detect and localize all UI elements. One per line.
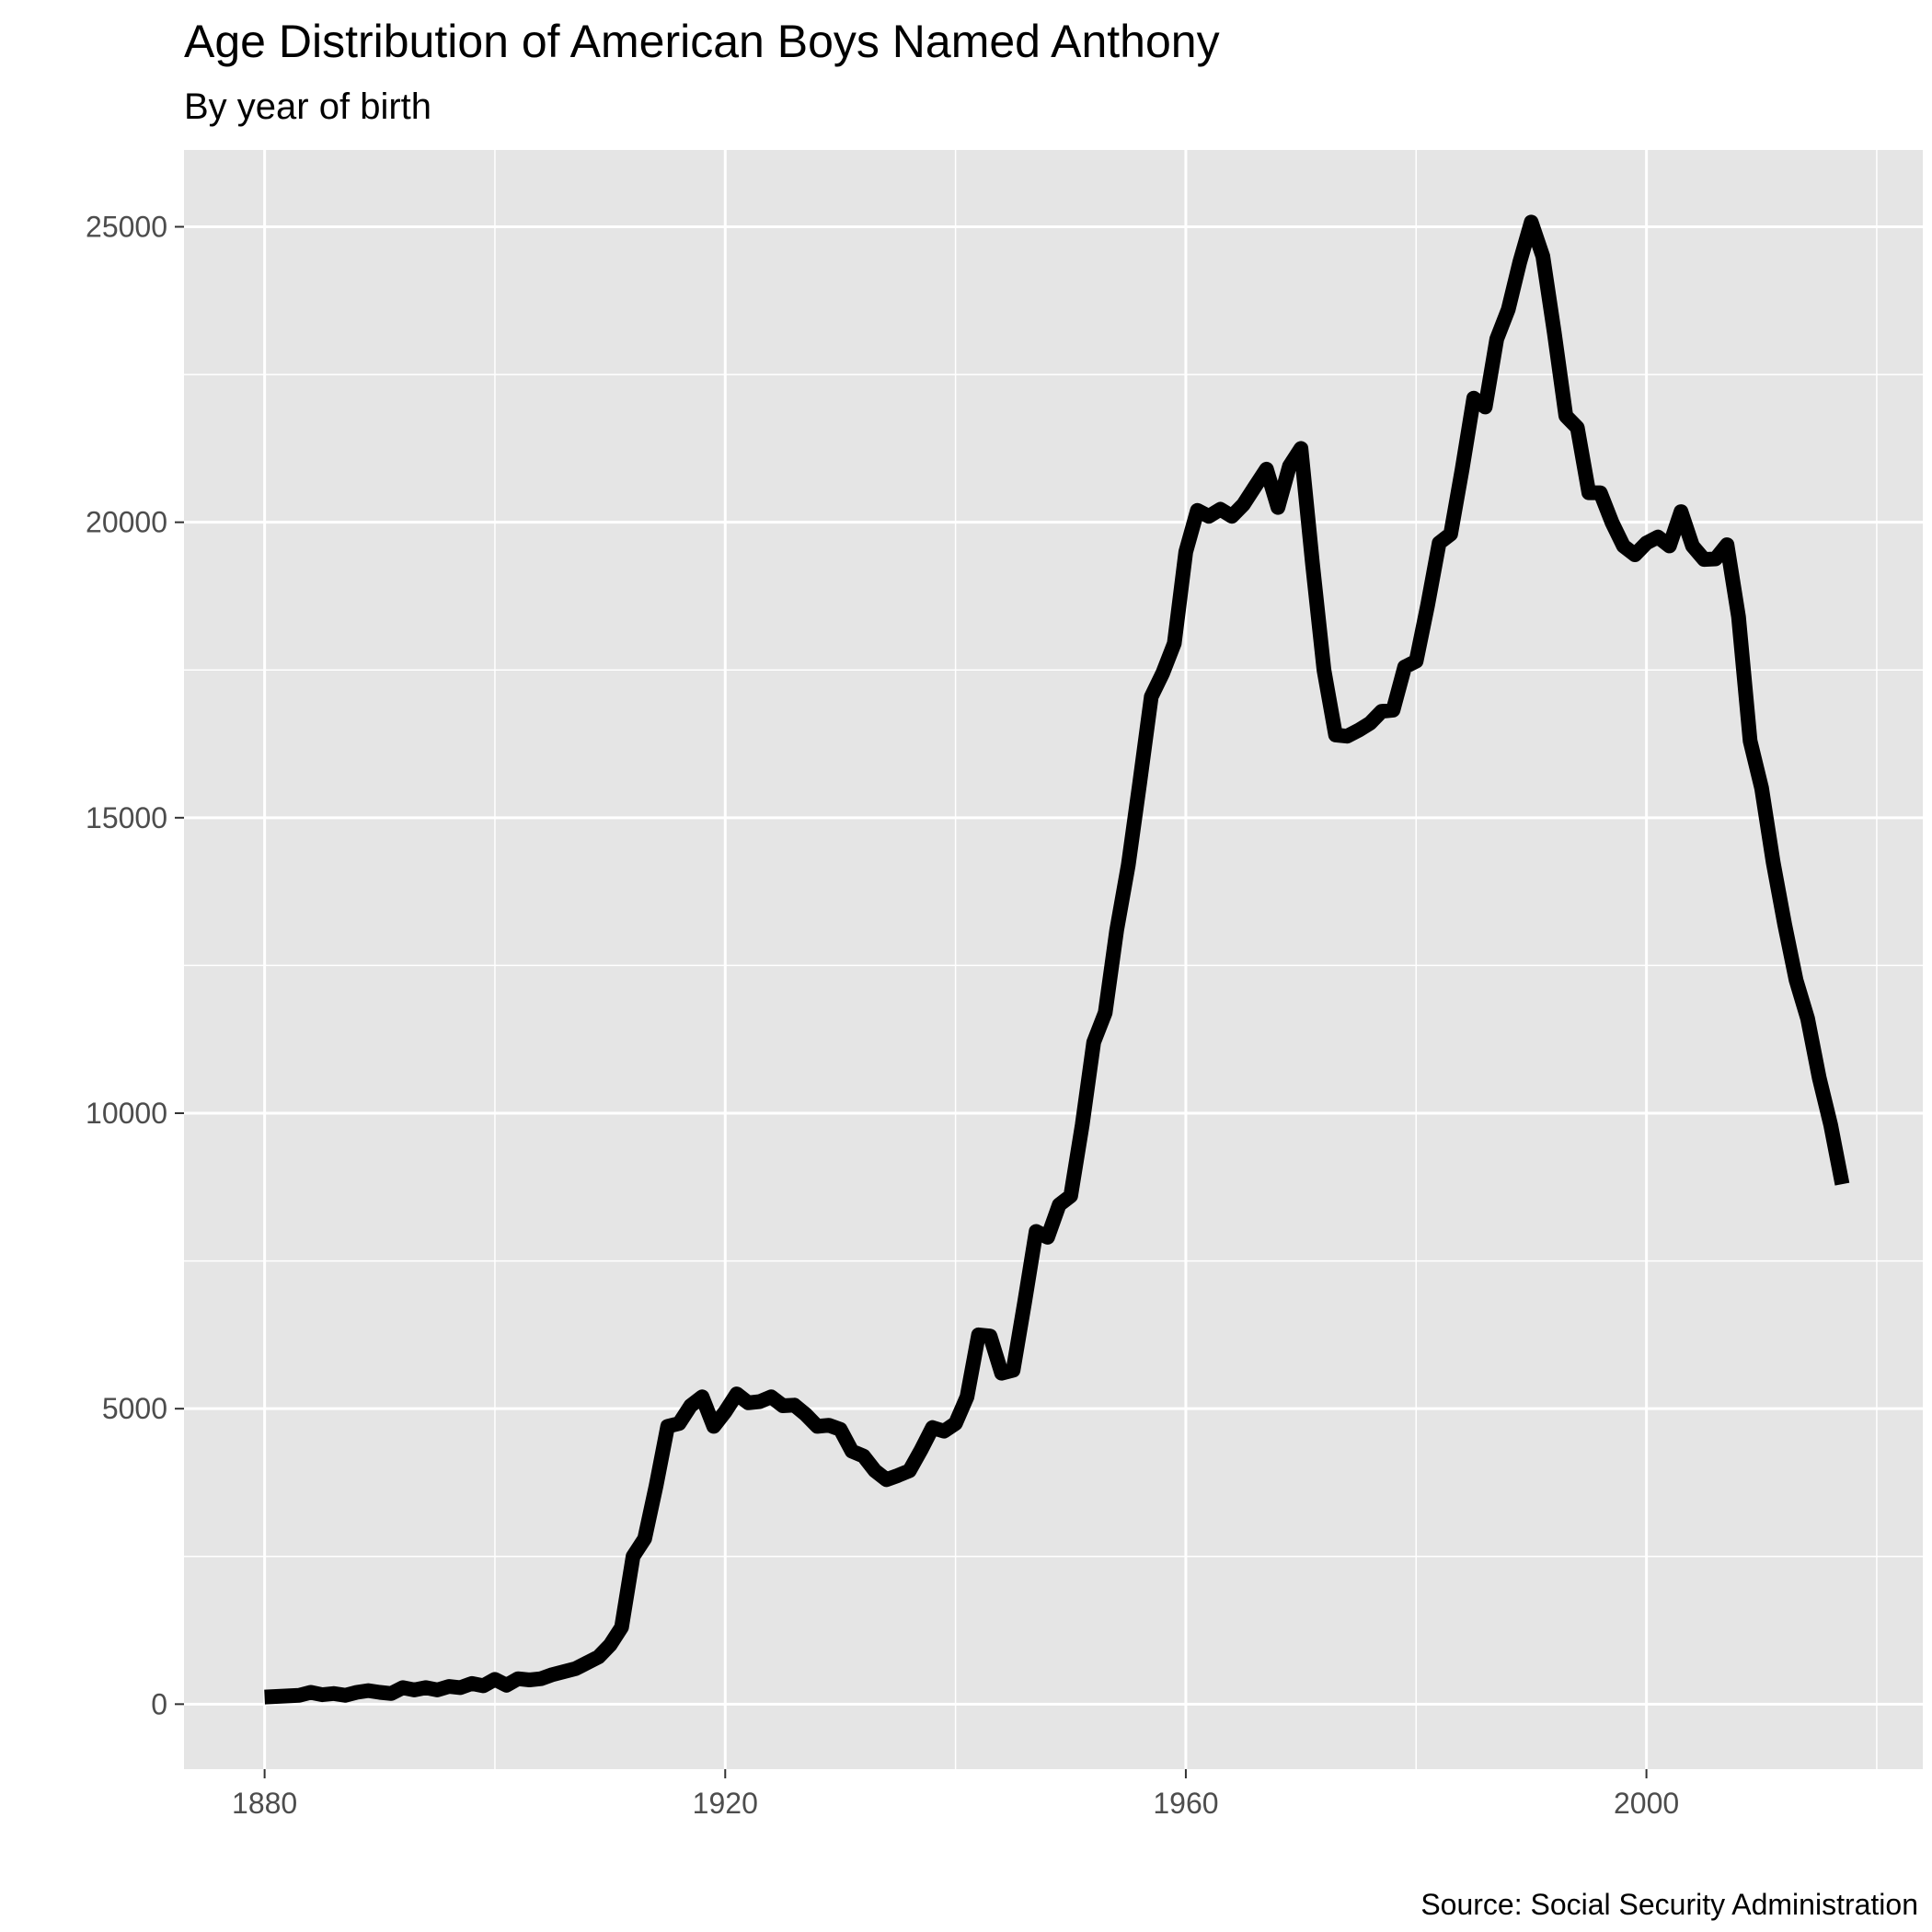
x-tick-label: 1880 [232, 1787, 297, 1820]
y-tick-label: 5000 [102, 1392, 167, 1425]
chart-subtitle: By year of birth [184, 86, 431, 127]
x-axis: 1880 1920 1960 2000 [232, 1769, 1679, 1820]
x-tick-label: 1920 [693, 1787, 758, 1820]
y-tick-label: 0 [151, 1687, 167, 1720]
minor-gridlines [184, 150, 1923, 1769]
x-tick-label: 2000 [1614, 1787, 1679, 1820]
x-tick-label: 1960 [1153, 1787, 1218, 1820]
y-tick-label: 10000 [86, 1097, 167, 1130]
y-axis: 0 5000 10000 15000 20000 25000 [86, 211, 184, 1720]
series-layer [264, 214, 1850, 1705]
y-tick-label: 15000 [86, 801, 167, 834]
major-gridlines [184, 150, 1923, 1769]
chart-caption: Source: Social Security Administration [1420, 1888, 1918, 1921]
y-tick-label: 20000 [86, 506, 167, 539]
chart-title: Age Distribution of American Boys Named … [184, 16, 1220, 67]
plot-panel [184, 150, 1923, 1769]
series-line [264, 214, 1850, 1705]
y-tick-label: 25000 [86, 211, 167, 244]
